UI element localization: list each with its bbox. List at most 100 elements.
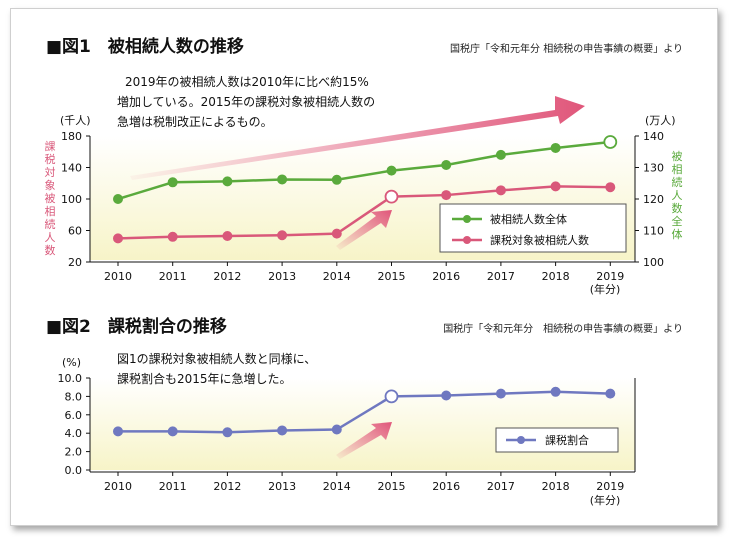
- figure1-left-tick-label: 20: [68, 256, 82, 269]
- figure1-left-tick-label: 100: [61, 193, 82, 206]
- legend-label-total: 被相続人数全体: [490, 212, 567, 226]
- series-total-point: [331, 174, 342, 185]
- legend-marker-taxable: [463, 236, 471, 244]
- figure1-left-tick-label: 140: [61, 162, 82, 175]
- series-taxable-point: [384, 189, 399, 204]
- figure1-x-tick-label: 2018: [542, 270, 570, 283]
- figure2-x-tick-label: 2018: [542, 480, 570, 493]
- figure1-note-line-3: 急増は税制改正によるもの。: [117, 114, 273, 129]
- axis-label-char: 続: [672, 175, 683, 189]
- series-taxable-point: [495, 185, 506, 196]
- figure1-source: 国税庁「令和元年分 相続税の申告事績の概要」より: [450, 42, 683, 55]
- series-taxable-point: [441, 190, 452, 201]
- figure1-right-tick-label: 130: [643, 162, 664, 175]
- figure1-legend: [439, 203, 627, 253]
- series-total-point: [495, 149, 506, 160]
- figure1-right-unit: (万人): [645, 114, 676, 127]
- axis-label-char: 相: [45, 205, 56, 218]
- axis-label-char: 人: [672, 189, 683, 202]
- figure1-left-tick-label: 60: [68, 225, 82, 238]
- figure2-x-tick-label: 2014: [323, 480, 351, 493]
- axis-label-char: 税: [45, 152, 56, 166]
- figure2-x-unit: (年分): [590, 493, 621, 507]
- figure1-x-tick-label: 2013: [268, 270, 296, 283]
- legend-marker-rate: [517, 436, 525, 444]
- series-rate-line: [118, 390, 611, 434]
- legend-label-taxable: 課税対象被相続人数: [490, 233, 589, 247]
- figure1-x-tick-label: 2016: [432, 270, 460, 283]
- figure2-x-tick-label: 2012: [213, 480, 241, 493]
- figure2-x-tick-label: 2016: [432, 480, 460, 493]
- series-total-point: [167, 177, 178, 188]
- series-total-point: [222, 176, 233, 187]
- axis-label-char: 体: [672, 227, 683, 241]
- figure2-x-tick-label: 2019: [596, 480, 624, 493]
- axis-label-char: 人: [45, 231, 56, 244]
- series-rate-point: [331, 424, 342, 435]
- series-taxable-point: [277, 230, 288, 241]
- series-rate-point: [113, 426, 123, 437]
- series-rate-point: [384, 389, 399, 404]
- legend-marker-total: [463, 215, 471, 223]
- figure2-x-tick-label: 2013: [268, 480, 296, 493]
- figure2-source: 国税庁「令和元年分 相続税の申告事績の概要」より: [443, 322, 683, 335]
- figure1-x-tick-label: 2014: [323, 270, 351, 283]
- axis-label-char: 数: [672, 202, 683, 215]
- trend-arrow-small-1: [336, 210, 392, 250]
- series-total-point: [550, 142, 561, 153]
- figure2-x-tick-label: 2010: [104, 480, 132, 493]
- figure1-x-unit: (年分): [590, 282, 621, 296]
- axis-label-char: 課: [45, 139, 56, 153]
- trend-arrow-small-2: [336, 422, 392, 459]
- axis-label-char: 象: [45, 179, 56, 192]
- figure1-note-line-2: 増加している。2015年の課税対象被相続人数の: [117, 94, 375, 109]
- figure1-note-line-1: 2019年の被相続人数は2010年に比べ約15%: [125, 74, 369, 89]
- series-rate-point: [550, 386, 561, 397]
- axis-label-char: 全: [672, 214, 683, 228]
- figure1-x-tick-label: 2017: [487, 270, 515, 283]
- series-total-point: [386, 165, 397, 176]
- figure2-y-tick-label: 6.0: [65, 409, 83, 422]
- series-rate-point: [605, 388, 616, 399]
- figure2-x-tick-label: 2011: [159, 480, 187, 493]
- series-taxable-point: [113, 233, 123, 244]
- figure2-y-tick-label: 8.0: [65, 390, 83, 403]
- series-rate-point: [277, 425, 288, 436]
- series-taxable-line: [117, 185, 611, 240]
- figure2-y-tick-label: 10.0: [58, 372, 83, 385]
- figure1-x-tick-label: 2019: [596, 270, 624, 283]
- figure2-note-line-2: 課税割合も2015年に急増した。: [117, 371, 292, 386]
- axis-label-char: 続: [45, 217, 56, 231]
- figure1-left-unit: (千人): [60, 114, 91, 127]
- axis-label-char: 数: [45, 244, 56, 257]
- series-total-point: [603, 135, 618, 149]
- figure2-title: ■図2 課税割合の推移: [46, 316, 227, 337]
- series-rate-point: [495, 388, 506, 399]
- series-total-line: [117, 140, 611, 201]
- figure2-y-tick-label: 4.0: [65, 427, 83, 440]
- figure2-x-tick-label: 2017: [487, 480, 515, 493]
- figure1-right-tick-label: 110: [643, 225, 664, 238]
- axis-label-char: 相: [672, 163, 683, 176]
- figure1-title: ■図1 被相続人数の推移: [46, 36, 244, 57]
- figure1-x-tick-label: 2011: [159, 270, 187, 283]
- series-taxable-point: [550, 181, 561, 192]
- figure1-x-tick-label: 2010: [104, 270, 132, 283]
- series-taxable-point: [331, 228, 342, 239]
- axis-label-char: 対: [45, 165, 56, 179]
- figure2-x-tick-label: 2015: [378, 480, 406, 493]
- figure1-right-tick-label: 100: [643, 256, 664, 269]
- series-rate-point: [222, 427, 233, 438]
- axis-label-char: 被: [672, 150, 683, 163]
- figure1-right-tick-label: 140: [643, 130, 664, 143]
- figure1-right-axis-label: 被相続人数全体: [672, 150, 683, 241]
- trend-arrow-big: [130, 96, 585, 180]
- figure2-y-unit: (%): [62, 356, 81, 369]
- axis-label-char: 被: [45, 192, 56, 205]
- figure1-left-axis-label: 課税対象被相続人数: [45, 139, 56, 257]
- series-total-point: [113, 194, 123, 204]
- series-taxable-point: [222, 231, 233, 242]
- series-rate-point: [167, 426, 178, 437]
- figure1-left-tick-label: 180: [61, 130, 82, 143]
- series-total-point: [277, 174, 288, 185]
